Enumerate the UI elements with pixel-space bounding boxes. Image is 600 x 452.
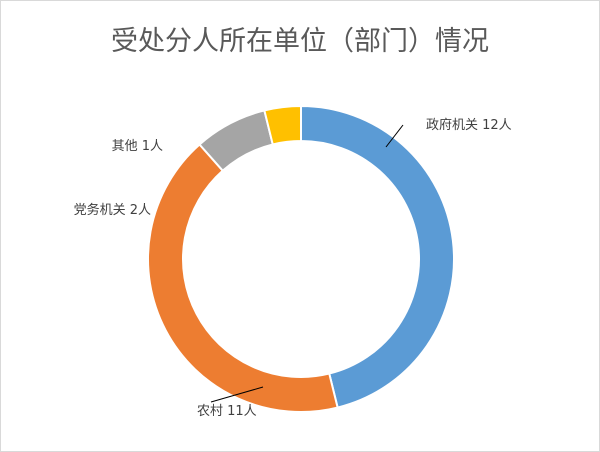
- leader-line: [210, 386, 264, 403]
- slice-other: [263, 104, 302, 146]
- leader-lines-group: [210, 124, 404, 403]
- slice-government: [300, 104, 455, 409]
- slices-group: [147, 104, 455, 413]
- label-party: 党务机关 2人: [74, 202, 151, 218]
- slice-rural: [147, 143, 339, 413]
- label-other: 其他 1人: [112, 139, 163, 154]
- leader-line: [385, 124, 404, 148]
- label-rural: 农村 11人: [197, 404, 257, 419]
- chart-title: 受处分人所在单位（部门）情况: [111, 26, 489, 57]
- label-government: 政府机关 12人: [426, 118, 512, 133]
